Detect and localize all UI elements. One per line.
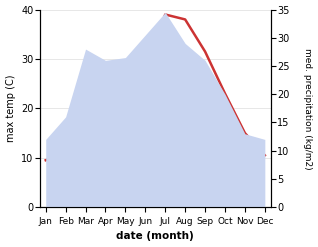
Y-axis label: max temp (C): max temp (C)	[5, 75, 16, 142]
X-axis label: date (month): date (month)	[116, 231, 194, 242]
Y-axis label: med. precipitation (kg/m2): med. precipitation (kg/m2)	[303, 48, 313, 169]
